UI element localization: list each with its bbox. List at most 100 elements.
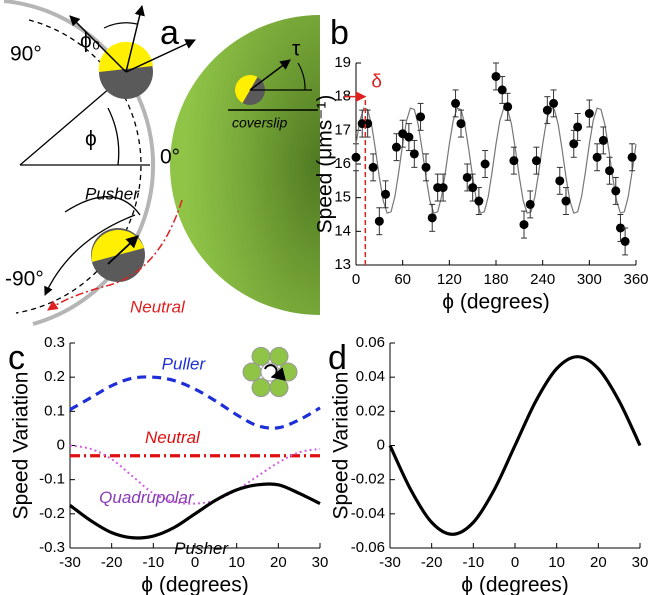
y-axis-label: Speed (μms⁻¹) — [314, 95, 337, 234]
x-axis-label: ϕ (degrees) — [442, 291, 549, 314]
point — [351, 152, 361, 162]
x-tick-label: -10 — [142, 554, 164, 571]
neutral-path — [47, 199, 183, 311]
x-tick-label: -10 — [462, 554, 484, 571]
x-tick-label: -30 — [59, 554, 81, 571]
y-tick-label: -0.2 — [39, 505, 65, 522]
point — [421, 162, 431, 172]
angle-label: -90° — [5, 268, 44, 291]
point — [509, 156, 519, 166]
point — [416, 112, 426, 122]
point — [427, 213, 437, 223]
panel-letter: a — [160, 14, 179, 52]
point — [569, 139, 579, 149]
x-tick-label: 60 — [394, 271, 411, 288]
angle-label: ϕ — [85, 128, 97, 151]
panel-letter: d — [328, 339, 347, 377]
y-tick-label: -0.02 — [351, 471, 385, 488]
x-tick-label: 30 — [312, 554, 329, 571]
point — [549, 98, 559, 108]
point — [519, 220, 529, 230]
point — [451, 98, 461, 108]
point — [584, 109, 594, 118]
panel-letter: c — [8, 339, 25, 377]
x-tick-label: 0 — [352, 271, 360, 288]
chart: 13 14 15 16 17 18 19 0 60 120 180 240 300 360 ϕ (degre… — [314, 14, 649, 314]
coverslip-label: coverslip — [232, 115, 287, 131]
neutral-label: Neutral — [130, 297, 186, 316]
y-tick-label: 0.02 — [356, 402, 385, 419]
x-tick-label: -20 — [421, 554, 443, 571]
y-tick-label: 17 — [334, 121, 351, 138]
point — [561, 196, 571, 206]
x-axis-label: ϕ (degrees) — [141, 574, 248, 595]
y-tick-label: 15 — [334, 189, 351, 206]
point — [615, 223, 625, 233]
swimmer — [91, 228, 145, 282]
x-tick-label: -30 — [379, 554, 401, 571]
delta-label: δ — [371, 72, 382, 93]
x-tick-label: -20 — [101, 554, 123, 571]
y-tick-label: 0.2 — [44, 368, 65, 385]
point — [605, 166, 615, 176]
y-tick-label: -0.06 — [351, 539, 385, 556]
y-tick-label: -0.1 — [39, 471, 65, 488]
line — [69, 375, 321, 430]
y-tick-label: -0.3 — [39, 539, 65, 556]
point — [627, 152, 637, 162]
point — [456, 119, 466, 129]
point — [598, 135, 608, 145]
x-tick-label: 0 — [511, 554, 519, 571]
point — [381, 189, 391, 199]
y-tick-label: 0.1 — [44, 402, 65, 419]
series-label: Puller — [162, 355, 207, 374]
point — [525, 199, 535, 209]
point — [438, 183, 448, 193]
x-tick-label: 10 — [228, 554, 245, 571]
pusher-path — [44, 214, 136, 296]
point — [404, 132, 414, 142]
point — [368, 162, 378, 172]
point — [374, 216, 384, 226]
y-tick-label: -0.04 — [351, 505, 385, 522]
pusher-path — [64, 196, 141, 216]
point — [531, 156, 541, 166]
inset — [242, 346, 298, 398]
y-tick-label: 19 — [334, 54, 351, 71]
point — [491, 71, 501, 81]
x-tick-label: 10 — [548, 554, 565, 571]
point — [462, 172, 472, 182]
x-tick-label: 240 — [530, 271, 555, 288]
panel-a: a 90° ϕ₀ ϕ 0° Pusher -90° Neutral τ cove… — [3, 0, 320, 326]
angle-label: 0° — [160, 146, 180, 169]
angle-label: ϕ₀ — [80, 30, 100, 53]
line — [69, 482, 321, 540]
y-tick-label: 0.3 — [44, 334, 65, 351]
chart: -0.06 -0.04 -0.02 0 0.02 0.04 0.06 -30 -20 -10 0 10… — [328, 334, 648, 595]
tau-label: τ — [292, 38, 301, 61]
y-tick-label: 0.04 — [356, 368, 385, 385]
panel-letter: b — [330, 14, 349, 52]
point — [497, 85, 507, 95]
y-tick-label: 13 — [334, 256, 351, 273]
point — [573, 122, 583, 132]
point — [474, 196, 484, 206]
x-tick-label: 30 — [632, 554, 649, 571]
x-axis-label: ϕ (degrees) — [461, 574, 568, 595]
point — [503, 102, 513, 112]
point — [555, 176, 565, 186]
point — [391, 142, 401, 152]
y-tick-label: 14 — [334, 222, 351, 239]
point — [620, 236, 630, 246]
surface-swimmer — [228, 59, 318, 111]
y-axis-label: Speed Variation — [330, 372, 353, 520]
pusher-label: Pusher — [85, 184, 140, 203]
x-tick-label: 180 — [483, 271, 508, 288]
series-label: Pusher — [174, 539, 229, 558]
x-tick-label: 360 — [623, 271, 648, 288]
swimmer — [69, 4, 196, 99]
point — [468, 183, 478, 193]
angle-arc — [107, 107, 120, 166]
x-tick-label: 0 — [191, 554, 199, 571]
